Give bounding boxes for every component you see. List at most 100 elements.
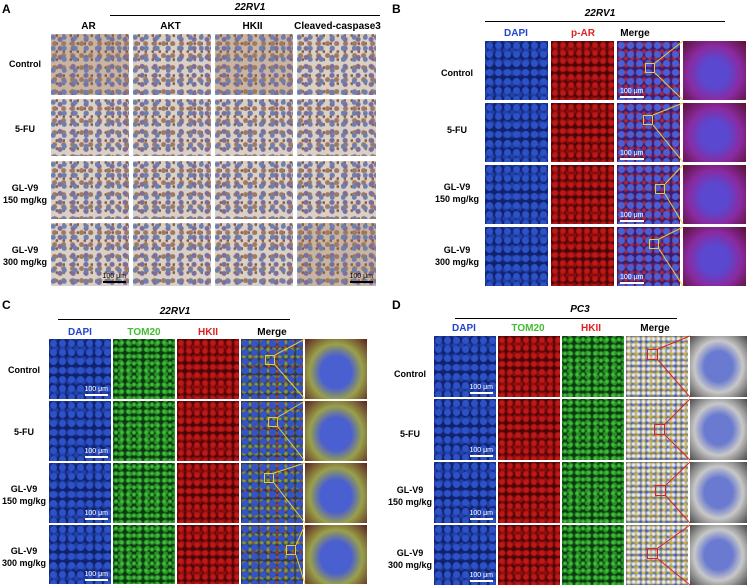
panel-d-title-line <box>455 318 677 319</box>
zoom-inset <box>305 525 367 584</box>
panel-c-col-dapi: DAPI <box>68 327 92 338</box>
dapi-image: 100 μm <box>434 336 496 397</box>
panel-b-row-5fu: 5-FU <box>447 125 467 135</box>
zoom-box <box>655 485 666 496</box>
ihc-image <box>297 34 376 95</box>
zoom-inset <box>690 336 747 397</box>
ihc-image <box>133 161 211 219</box>
merge-image <box>241 339 303 399</box>
ihc-image <box>133 223 211 286</box>
tom20-image <box>498 399 560 460</box>
panel-a-col-caspase3: Cleaved-caspase3 <box>294 21 381 32</box>
panel-a-cell-line: 22RV1 <box>234 2 266 13</box>
panel-c-letter: C <box>2 298 11 312</box>
zoom-box <box>265 355 275 365</box>
scale-bar: 100 μm <box>84 386 108 396</box>
scale-bar: 100 μm <box>102 273 126 283</box>
zoom-inset <box>683 41 746 100</box>
hkii-image <box>177 339 239 399</box>
panel-b-col-dapi: DAPI <box>504 28 528 39</box>
tom20-image <box>113 401 175 461</box>
ihc-image <box>133 34 211 95</box>
panel-a-row-control: Control <box>9 59 41 69</box>
p-ar-image <box>551 227 614 286</box>
panel-b-row-glv9-150: GL-V9 150 mg/kg <box>434 182 480 204</box>
panel-c-cell-line: 22RV1 <box>159 306 191 317</box>
panel-d-col-hkii: HKII <box>581 323 601 334</box>
panel-b-title-line <box>485 21 725 22</box>
zoom-box <box>647 548 658 559</box>
panel-d-cell-line: PC3 <box>570 304 590 315</box>
scale-bar: 100 μm <box>469 384 493 394</box>
panel-d-letter: D <box>392 298 401 312</box>
panel-c-row-5fu: 5-FU <box>14 427 34 437</box>
panel-b-col-p-ar: p-AR <box>571 28 595 39</box>
zoom-inset <box>690 399 747 460</box>
zoom-box <box>286 545 296 555</box>
zoom-inset <box>683 227 746 286</box>
panel-d-row-glv9-150: GL-V9 150 mg/kg <box>387 485 433 507</box>
dapi-image: 100 μm <box>49 401 111 461</box>
panel-b-row-glv9-300: GL-V9 300 mg/kg <box>434 245 480 267</box>
panel-c-row-glv9-150: GL-V9 150 mg/kg <box>1 484 47 506</box>
zoom-box <box>655 184 665 194</box>
panel-a-col-ar: AR <box>81 21 96 32</box>
merge-image: 100 μm <box>617 227 680 286</box>
ihc-image: 100 μm <box>297 223 376 286</box>
scale-bar: 100 μm <box>84 571 108 581</box>
panel-d-col-tom20: TOM20 <box>511 323 545 334</box>
panel-a-col-akt: AKT <box>160 21 181 32</box>
panel-a-col-hkii: HKII <box>242 21 263 32</box>
ihc-image <box>51 161 129 219</box>
ihc-image <box>215 161 293 219</box>
dapi-image: 100 μm <box>49 339 111 399</box>
panel-c-col-hkii: HKII <box>198 327 218 338</box>
panel-c-title-line <box>58 319 290 320</box>
ihc-image <box>215 99 293 156</box>
dapi-image: 100 μm <box>49 525 111 584</box>
scale-bar: 100 μm <box>84 448 108 458</box>
hkii-image <box>177 525 239 584</box>
dapi-image: 100 μm <box>434 525 496 585</box>
zoom-box <box>643 115 653 125</box>
zoom-inset <box>305 339 367 399</box>
panel-d-col-dapi: DAPI <box>452 323 476 334</box>
panel-a-letter: A <box>2 2 11 16</box>
p-ar-image <box>551 103 614 162</box>
dapi-image: 100 μm <box>49 463 111 523</box>
dapi-image <box>485 165 548 224</box>
ihc-image <box>215 34 293 95</box>
tom20-image <box>498 525 560 585</box>
scale-bar: 100 μm <box>469 510 493 520</box>
hkii-image <box>177 401 239 461</box>
panel-a-row-5fu: 5-FU <box>15 124 35 134</box>
ihc-image <box>215 223 293 286</box>
scale-bar: 100 μm <box>620 274 644 284</box>
zoom-inset <box>305 463 367 523</box>
zoom-inset <box>690 462 747 523</box>
panel-b-letter: B <box>392 2 401 16</box>
panel-b-col-merge: Merge <box>620 28 650 39</box>
zoom-box <box>645 63 655 73</box>
hkii-image <box>562 399 624 460</box>
dapi-image <box>485 227 548 286</box>
hkii-image <box>562 462 624 523</box>
tom20-image <box>113 463 175 523</box>
panel-b-cell-line: 22RV1 <box>584 8 616 19</box>
ihc-image <box>133 99 211 156</box>
zoom-box <box>268 417 278 427</box>
zoom-box <box>649 239 659 249</box>
tom20-image <box>113 525 175 584</box>
ihc-image <box>51 99 129 156</box>
zoom-inset <box>690 525 747 585</box>
hkii-image <box>562 525 624 585</box>
zoom-box <box>647 349 658 360</box>
panel-c-col-merge: Merge <box>257 327 287 338</box>
panel-d-row-control: Control <box>394 369 426 379</box>
scale-bar: 100 μm <box>620 88 644 98</box>
panel-a-row-glv9-300: GL-V9 300 mg/kg <box>2 245 48 267</box>
ihc-image: 100 μm <box>51 223 129 286</box>
merge-image: 100 μm <box>617 165 680 224</box>
dapi-image <box>485 41 548 100</box>
panel-d-row-5fu: 5-FU <box>400 429 420 439</box>
